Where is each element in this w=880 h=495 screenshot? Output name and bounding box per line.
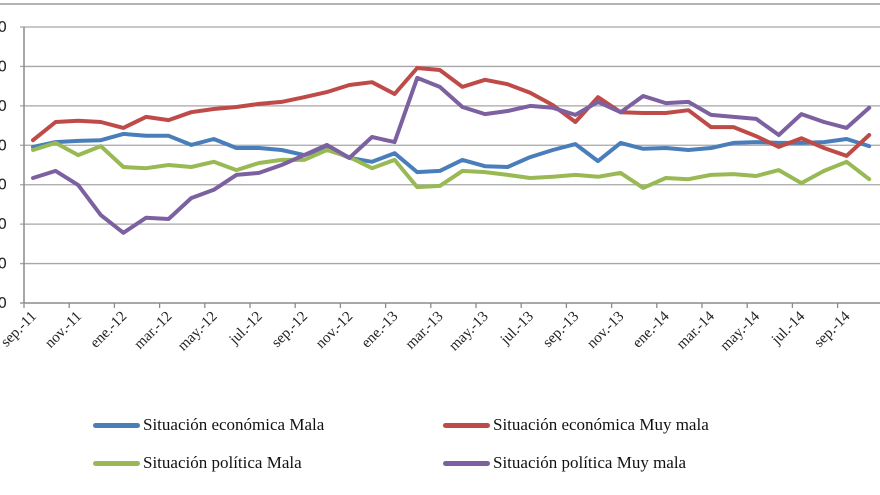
x-tick-label: sep.-12 bbox=[269, 309, 311, 351]
x-tick-label: jul.-13 bbox=[497, 309, 537, 349]
x-tick-label: may.-13 bbox=[446, 309, 492, 355]
series-3 bbox=[31, 75, 872, 235]
legend-swatch bbox=[93, 422, 140, 428]
legend-label: Situación política Mala bbox=[143, 453, 302, 472]
legend-swatch bbox=[443, 460, 490, 466]
x-tick-label: jul.-14 bbox=[768, 308, 808, 348]
y-tick-label: 0 bbox=[0, 255, 7, 273]
series-line bbox=[31, 75, 872, 235]
x-tick-label: ene.-12 bbox=[87, 309, 130, 352]
legend-item-politica-mala: Situación política Mala bbox=[93, 451, 302, 475]
series-1 bbox=[31, 66, 872, 158]
x-tick-label: ene.-14 bbox=[630, 308, 673, 351]
x-tick-label: sep.-13 bbox=[540, 309, 582, 351]
y-tick-label: 0 bbox=[0, 215, 7, 233]
x-tick-label: may.-12 bbox=[175, 309, 221, 355]
x-tick-label: sep.-11 bbox=[0, 309, 40, 351]
y-axis-tick-labels: 0 0 0 0 0 0 0 0 bbox=[0, 18, 7, 312]
legend-label: Situación económica Muy mala bbox=[493, 415, 709, 434]
x-tick-label: nov.-13 bbox=[584, 309, 627, 352]
legend-swatch bbox=[93, 460, 140, 466]
legend-swatch bbox=[443, 422, 490, 428]
series-0 bbox=[31, 131, 872, 175]
legend-label: Situación económica Mala bbox=[143, 415, 325, 434]
y-tick-label: 0 bbox=[0, 97, 7, 115]
series-line bbox=[31, 66, 872, 158]
y-tick-label: 0 bbox=[0, 136, 7, 154]
chart-legend: Situación económica Mala Situación econó… bbox=[0, 405, 880, 485]
x-tick-label: nov.-12 bbox=[313, 309, 356, 352]
x-tick-label: may.-14 bbox=[717, 308, 763, 354]
y-tick-label: 0 bbox=[0, 176, 7, 194]
gridlines bbox=[20, 26, 880, 304]
x-tick-label: nov.-11 bbox=[42, 309, 85, 352]
x-axis-tick-labels: sep.-11 nov.-11 ene.-12 mar.-12 may.-12 jul.-… bbox=[0, 308, 854, 354]
legend-label: Situación política Muy mala bbox=[493, 453, 687, 472]
series-line bbox=[31, 131, 872, 175]
series-line bbox=[31, 140, 872, 190]
x-tick-label: mar.-14 bbox=[674, 308, 718, 352]
legend-item-politica-muy-mala: Situación política Muy mala bbox=[443, 451, 686, 475]
legend-item-economica-mala: Situación económica Mala bbox=[93, 413, 324, 437]
x-tick-label: ene.-13 bbox=[359, 309, 402, 352]
x-tick-label: mar.-13 bbox=[403, 309, 447, 353]
y-tick-label: 0 bbox=[0, 18, 7, 36]
legend-item-economica-muy-mala: Situación económica Muy mala bbox=[443, 413, 709, 437]
x-axis-tick-marks bbox=[23, 303, 839, 308]
y-tick-label: 0 bbox=[0, 294, 7, 312]
series-lines bbox=[31, 66, 872, 235]
y-tick-label: 0 bbox=[0, 57, 7, 75]
series-2 bbox=[31, 140, 872, 190]
x-tick-label: mar.-12 bbox=[131, 309, 175, 353]
x-tick-label: jul.-12 bbox=[226, 309, 266, 349]
x-tick-label: sep.-14 bbox=[811, 308, 854, 351]
